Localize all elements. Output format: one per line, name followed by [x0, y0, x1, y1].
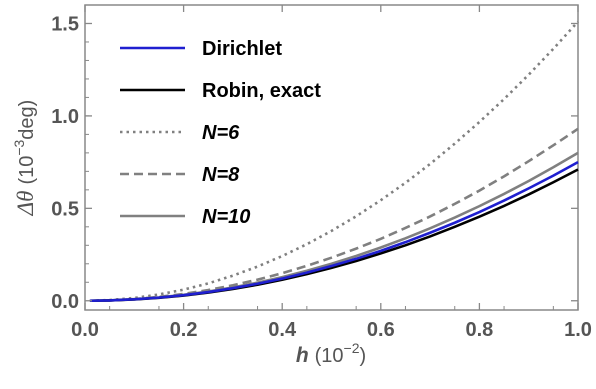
x-axis-unit: (10	[315, 345, 344, 367]
legend-label: Dirichlet	[202, 38, 282, 60]
legend-label: Robin, exact	[202, 80, 321, 102]
plot-frame-rect	[84, 4, 579, 311]
x-tick-label: 0.6	[367, 319, 395, 341]
x-tick-label: 1.0	[564, 319, 592, 341]
y-tick-label: 0.5	[51, 198, 79, 220]
y-tick-label: 1.0	[51, 106, 79, 128]
x-tick-label: 0.0	[71, 319, 99, 341]
x-tick-label: 0.8	[465, 319, 493, 341]
y-axis-label-text: Δθ (10−3deg)	[11, 100, 38, 217]
series-line-n-6	[89, 20, 579, 303]
legend: Dirichlet Robin, exact N=6 N=8 N=10	[120, 38, 321, 228]
x-tick-label: 0.4	[268, 319, 297, 341]
y-axis-symbol: Δθ	[13, 191, 38, 217]
x-axis-unit-close: )	[360, 345, 367, 367]
axis-ticks: 0.0 0.2 0.4 0.6 0.8 1.0 0.0 0.5 1.0 1.5	[51, 5, 592, 341]
y-axis-unit: (10	[16, 156, 38, 185]
y-axis-label: Δθ (10−3deg)	[11, 100, 38, 217]
x-axis-label: h (10−2)	[296, 340, 366, 367]
legend-label: N=10	[202, 206, 250, 228]
y-tick-label: 0.0	[51, 291, 79, 313]
legend-label: N=6	[202, 122, 240, 144]
x-tick-label: 0.2	[170, 319, 198, 341]
y-tick-label: 1.5	[51, 13, 79, 35]
series-line-robin-exact	[89, 168, 579, 303]
x-axis-symbol: h	[296, 344, 309, 367]
x-axis-label-text: h (10−2)	[296, 340, 366, 367]
plot-frame	[84, 4, 579, 311]
y-axis-unit-exponent: −3	[11, 139, 27, 155]
series-lines	[89, 20, 579, 303]
series-line-dirichlet	[89, 160, 579, 303]
x-axis-unit-exponent: −2	[344, 340, 360, 356]
y-axis-unit-tail: deg)	[16, 100, 38, 140]
legend-label: N=8	[202, 164, 240, 186]
